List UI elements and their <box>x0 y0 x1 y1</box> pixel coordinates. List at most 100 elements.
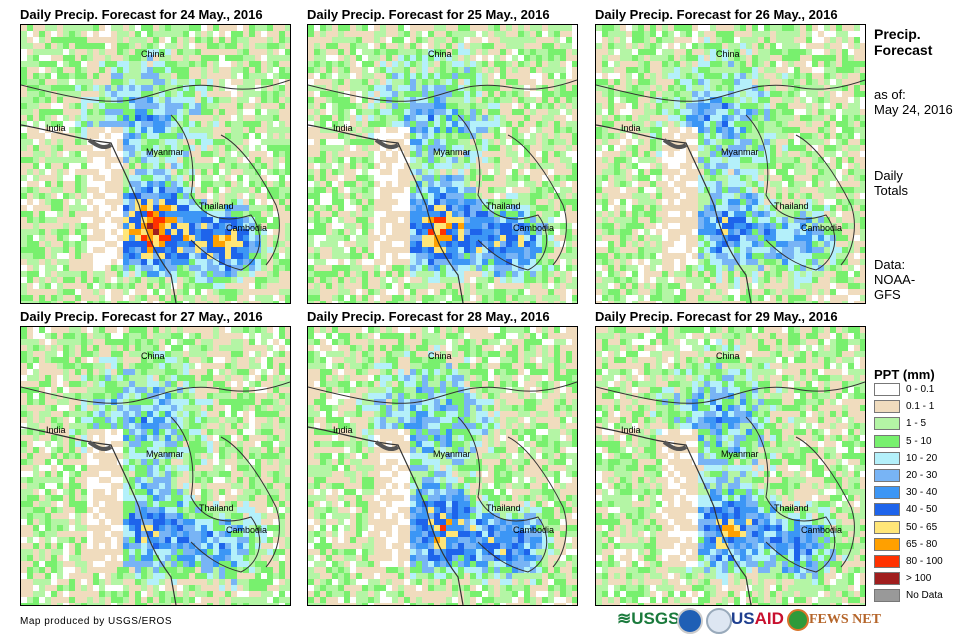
precip-cell <box>165 49 171 55</box>
precip-cell <box>650 67 656 73</box>
precip-cell <box>177 115 183 121</box>
precip-cell <box>722 133 728 139</box>
precip-cell <box>854 61 860 67</box>
precip-cell <box>734 157 740 163</box>
precip-cell <box>458 235 464 241</box>
precip-cell <box>177 31 183 37</box>
precip-cell <box>686 193 692 199</box>
precip-cell <box>614 163 620 169</box>
precip-cell <box>308 109 314 115</box>
precip-cell <box>416 61 422 67</box>
precip-cell <box>458 277 464 283</box>
precip-cell <box>255 301 261 303</box>
precip-cell <box>782 73 788 79</box>
precip-cell <box>542 79 548 85</box>
precip-cell <box>788 91 794 97</box>
precip-cell <box>530 241 536 247</box>
precip-cell <box>506 271 512 277</box>
precip-cell <box>482 151 488 157</box>
precip-cell <box>614 193 620 199</box>
precip-cell <box>267 241 273 247</box>
precip-cell <box>776 163 782 169</box>
precip-cell <box>608 43 614 49</box>
precip-cell <box>374 259 380 265</box>
precip-cell <box>830 43 836 49</box>
precip-cell <box>165 247 171 253</box>
precip-cell <box>153 85 159 91</box>
precip-cell <box>470 91 476 97</box>
precip-cell <box>207 109 213 115</box>
precip-cell <box>458 247 464 253</box>
precip-cell <box>710 163 716 169</box>
precip-cell <box>650 61 656 67</box>
precip-cell <box>716 115 722 121</box>
precip-cell <box>308 247 314 253</box>
precip-cell <box>21 295 27 301</box>
precip-cell <box>698 157 704 163</box>
precip-cell <box>63 259 69 265</box>
precip-cell <box>416 241 422 247</box>
precip-cell <box>458 229 464 235</box>
precip-cell <box>518 115 524 121</box>
precip-cell <box>111 115 117 121</box>
precip-cell <box>135 169 141 175</box>
precip-cell <box>69 181 75 187</box>
precip-cell <box>632 79 638 85</box>
precip-cell <box>608 133 614 139</box>
precip-cell <box>842 139 848 145</box>
precip-cell <box>141 145 147 151</box>
precip-cell <box>518 133 524 139</box>
precip-cell <box>237 43 243 49</box>
precip-cell <box>195 103 201 109</box>
precip-cell <box>740 25 746 31</box>
precip-cell <box>117 67 123 73</box>
precip-cell <box>410 139 416 145</box>
precip-cell <box>326 253 332 259</box>
precip-cell <box>452 67 458 73</box>
precip-cell <box>446 289 452 295</box>
precip-cell <box>368 289 374 295</box>
precip-cell <box>476 103 482 109</box>
precip-cell <box>33 121 39 127</box>
precip-cell <box>105 61 111 67</box>
precip-cell <box>33 277 39 283</box>
precip-cell <box>308 163 314 169</box>
precip-cell <box>165 271 171 277</box>
precip-cell <box>428 247 434 253</box>
precip-cell <box>542 145 548 151</box>
precip-cell <box>189 103 195 109</box>
precip-cell <box>422 55 428 61</box>
precip-cell <box>33 157 39 163</box>
precip-cell <box>201 37 207 43</box>
precip-cell <box>758 55 764 61</box>
precip-cell <box>129 229 135 235</box>
precip-cell <box>147 43 153 49</box>
precip-cell <box>249 157 255 163</box>
precip-cell <box>620 157 626 163</box>
precip-cell <box>314 31 320 37</box>
precip-cell <box>320 91 326 97</box>
precip-cell <box>398 235 404 241</box>
precip-cell <box>464 175 470 181</box>
precip-cell <box>494 121 500 127</box>
precip-cell <box>51 181 57 187</box>
precip-cell <box>135 193 141 199</box>
precip-cell <box>249 127 255 133</box>
precip-cell <box>416 151 422 157</box>
precip-cell <box>740 31 746 37</box>
precip-cell <box>249 205 255 211</box>
precip-cell <box>452 133 458 139</box>
precip-cell <box>452 151 458 157</box>
precip-cell <box>117 127 123 133</box>
precip-cell <box>602 43 608 49</box>
precip-cell <box>656 55 662 61</box>
precip-cell <box>141 97 147 103</box>
precip-cell <box>368 247 374 253</box>
precip-cell <box>338 301 344 303</box>
precip-cell <box>350 61 356 67</box>
precip-cell <box>99 289 105 295</box>
precip-cell <box>728 25 734 31</box>
precip-cell <box>734 55 740 61</box>
precip-cell <box>81 277 87 283</box>
precip-cell <box>560 139 566 145</box>
